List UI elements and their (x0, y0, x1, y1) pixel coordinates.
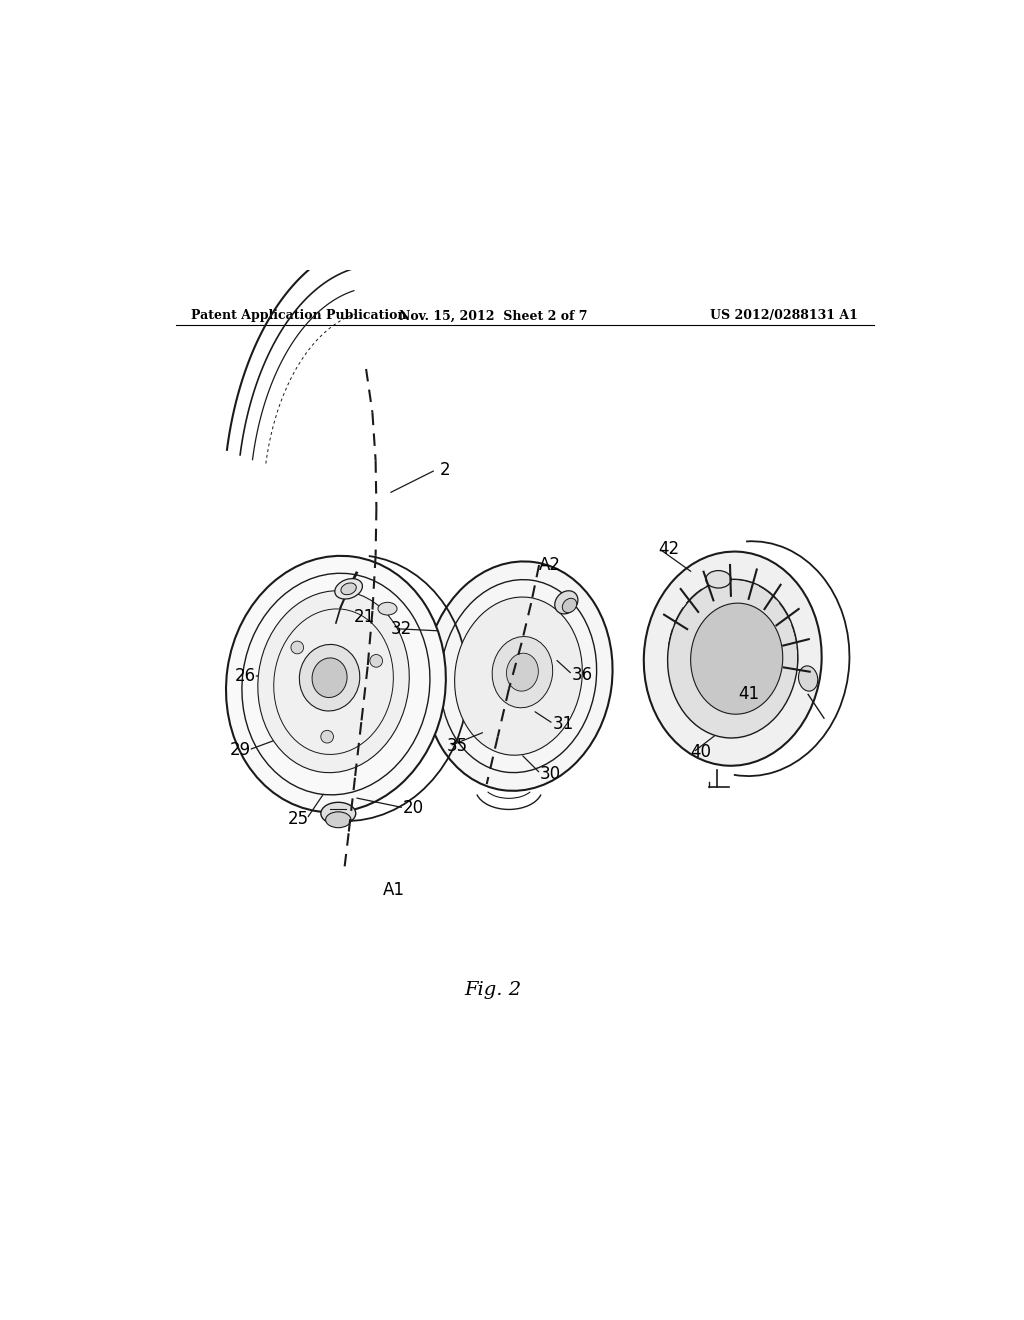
Ellipse shape (455, 597, 583, 755)
Text: US 2012/0288131 A1: US 2012/0288131 A1 (711, 309, 858, 322)
Ellipse shape (326, 812, 351, 828)
Text: 42: 42 (658, 540, 680, 558)
Ellipse shape (424, 561, 612, 791)
Text: 35: 35 (446, 737, 468, 755)
Ellipse shape (378, 602, 397, 615)
Text: 21: 21 (354, 609, 375, 627)
Text: 25: 25 (288, 810, 309, 828)
Text: A2: A2 (540, 556, 561, 574)
Ellipse shape (258, 590, 410, 772)
Text: 32: 32 (391, 619, 413, 638)
Text: 36: 36 (571, 665, 593, 684)
Ellipse shape (493, 636, 553, 708)
Ellipse shape (321, 803, 355, 825)
Ellipse shape (291, 642, 304, 653)
Ellipse shape (690, 603, 782, 714)
Ellipse shape (341, 583, 356, 595)
Ellipse shape (507, 653, 539, 692)
Ellipse shape (299, 644, 359, 711)
Text: 26: 26 (234, 667, 256, 685)
Ellipse shape (799, 665, 818, 692)
Text: 31: 31 (552, 714, 573, 733)
Text: Nov. 15, 2012  Sheet 2 of 7: Nov. 15, 2012 Sheet 2 of 7 (398, 309, 588, 322)
Ellipse shape (562, 598, 577, 612)
Ellipse shape (555, 591, 578, 614)
Text: 41: 41 (738, 685, 759, 704)
Ellipse shape (312, 657, 347, 697)
Text: 29: 29 (230, 741, 251, 759)
Text: 40: 40 (690, 743, 712, 762)
Text: 20: 20 (403, 799, 424, 817)
Ellipse shape (706, 570, 731, 587)
Ellipse shape (226, 556, 445, 812)
Text: 30: 30 (540, 764, 561, 783)
Text: 2: 2 (440, 461, 451, 479)
Ellipse shape (321, 730, 334, 743)
Text: Fig. 2: Fig. 2 (465, 981, 521, 999)
Ellipse shape (644, 552, 821, 766)
Text: A1: A1 (383, 882, 404, 899)
Ellipse shape (370, 655, 383, 667)
Ellipse shape (335, 578, 362, 599)
Text: Patent Application Publication: Patent Application Publication (191, 309, 407, 322)
Ellipse shape (668, 579, 798, 738)
